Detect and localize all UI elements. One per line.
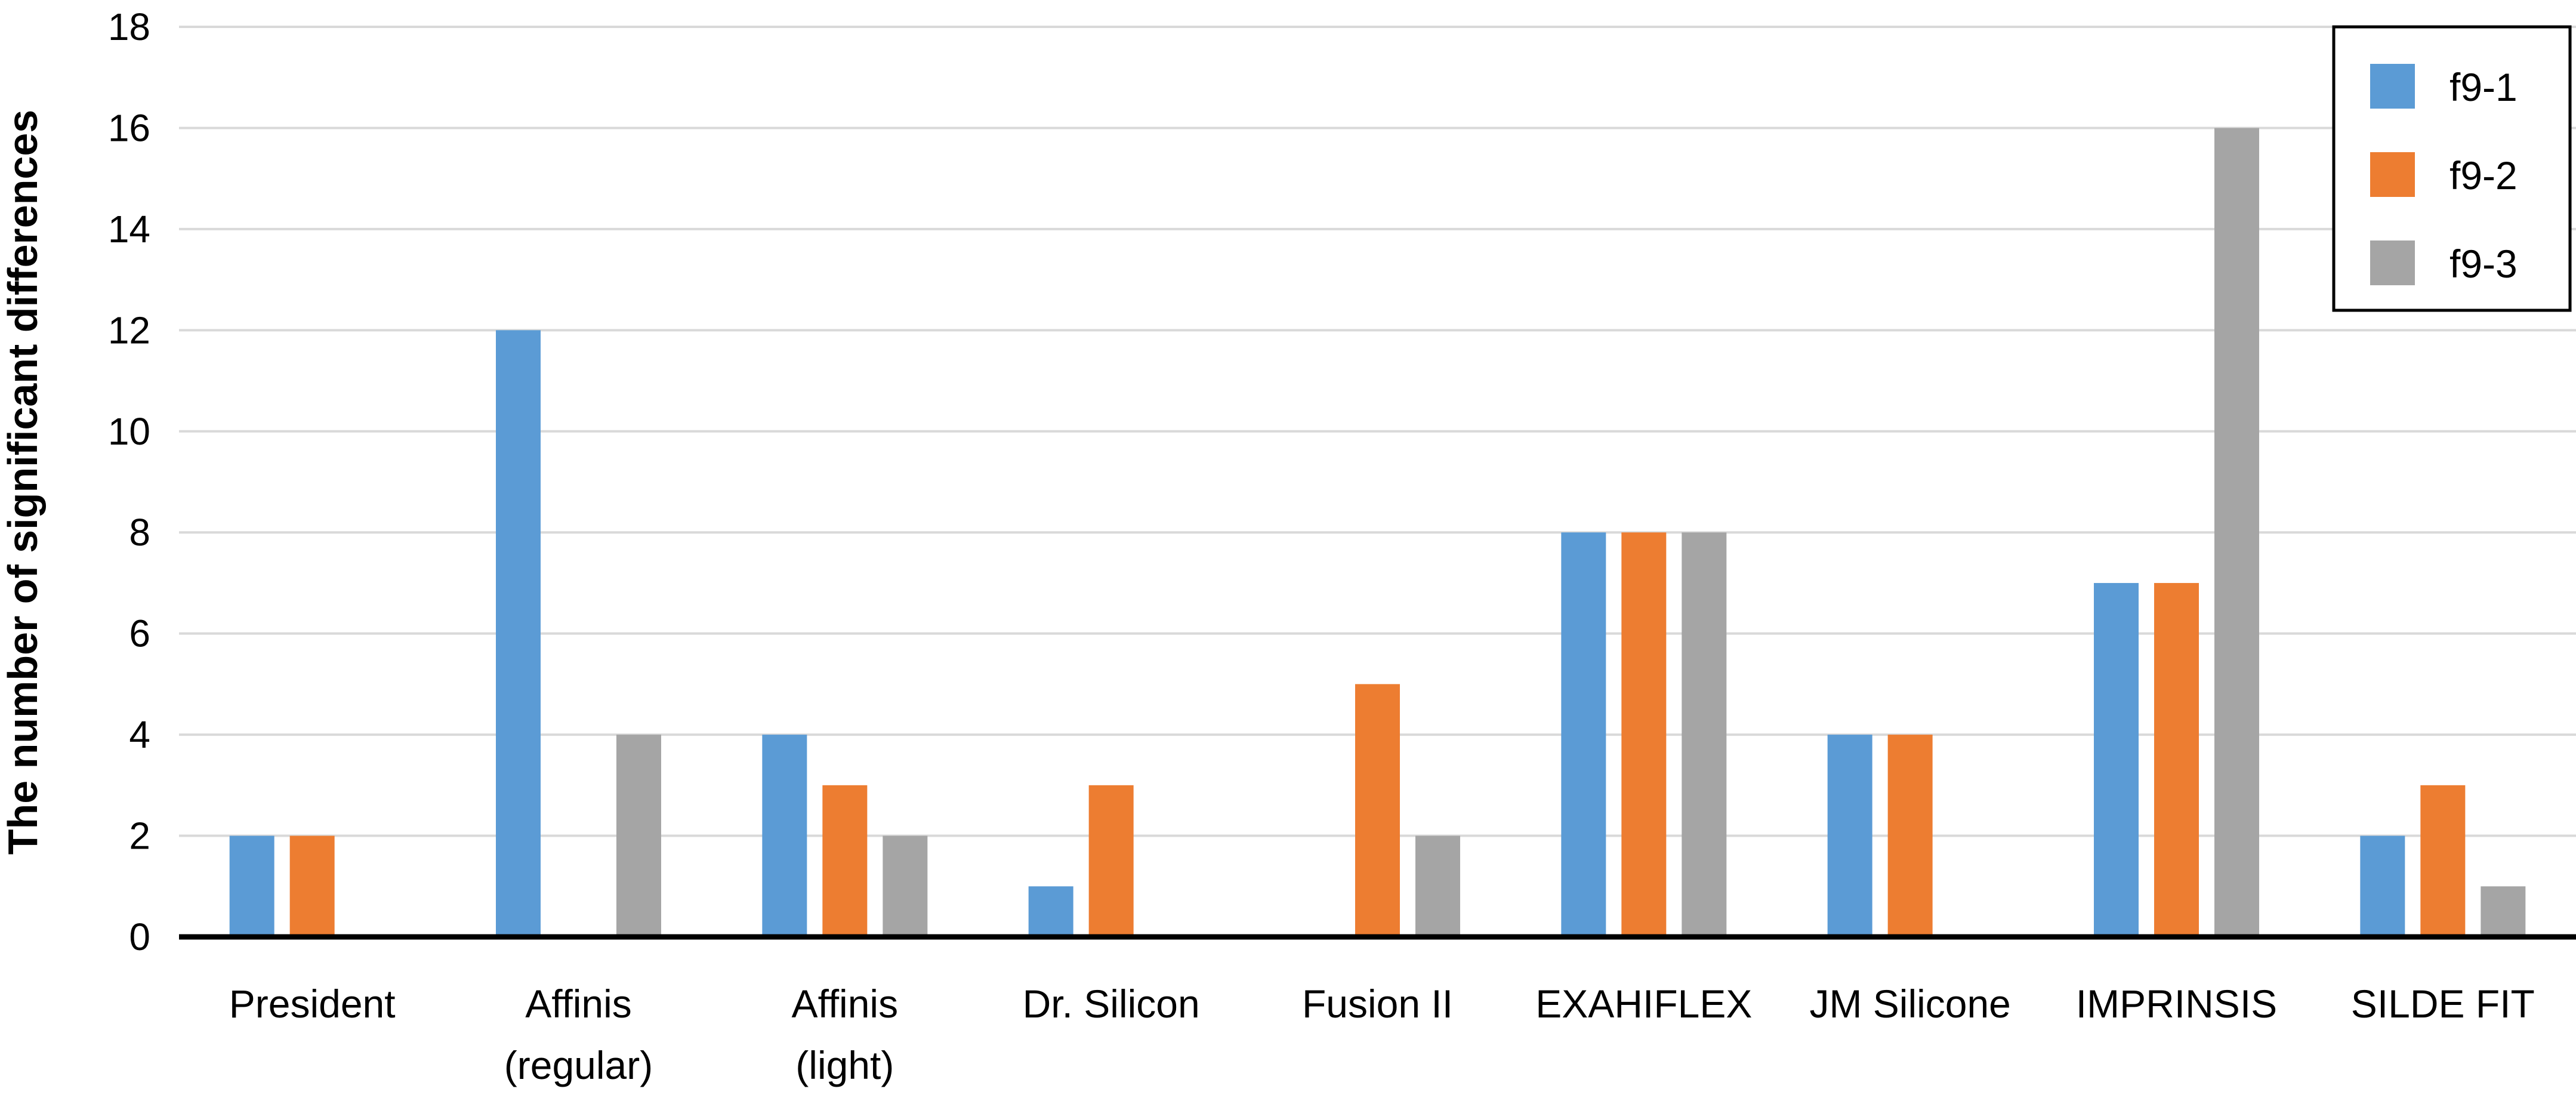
x-category-label: (light) [795, 1043, 894, 1087]
bar-f9-1 [229, 835, 274, 937]
legend: f9-1 f9-2 f9-3 [2332, 25, 2572, 312]
y-tick-label: 8 [129, 511, 150, 554]
x-category-label: (regular) [504, 1043, 653, 1087]
bar-f9-2 [2154, 582, 2199, 937]
bar-f9-2 [1355, 684, 1400, 937]
x-category-label: President [229, 982, 396, 1026]
legend-label-f9-1: f9-1 [2449, 65, 2518, 109]
bar-f9-2 [822, 785, 868, 937]
bar-f9-3 [2481, 886, 2526, 937]
y-tick-label: 12 [108, 309, 150, 351]
y-tick-label: 6 [129, 612, 150, 655]
bar-f9-2 [1621, 532, 1667, 937]
x-category-label: IMPRINSIS [2076, 982, 2277, 1026]
y-tick-labels: 0 2 4 6 8 10 12 14 16 18 [108, 5, 150, 958]
legend-label-f9-3: f9-3 [2449, 242, 2518, 286]
bar-f9-1 [1028, 886, 1073, 937]
bar-f9-2 [1088, 785, 1134, 937]
y-tick-label: 2 [129, 815, 150, 858]
bar-f9-2 [1887, 735, 1933, 937]
bar-f9-1 [496, 330, 541, 937]
legend-items: f9-1 f9-2 f9-3 [2370, 64, 2518, 286]
bar-f9-3 [883, 835, 928, 937]
bar-f9-3 [2214, 128, 2259, 937]
bar-f9-1 [762, 735, 807, 937]
legend-swatch-f9-2 [2370, 152, 2415, 197]
y-tick-label: 0 [129, 915, 150, 958]
x-category-label: JM Silicone [1809, 982, 2010, 1026]
x-category-label: Affinis [792, 982, 899, 1026]
bar-f9-2 [2420, 785, 2466, 937]
bar-f9-3 [616, 735, 661, 937]
legend-swatch-f9-1 [2370, 64, 2415, 109]
bar-f9-3 [1682, 532, 1727, 937]
x-category-label: Affinis [525, 982, 632, 1026]
bar-f9-2 [289, 835, 335, 937]
y-tick-label: 18 [108, 5, 150, 48]
bar-f9-1 [2094, 582, 2139, 937]
y-tick-label: 14 [108, 208, 150, 251]
y-tick-label: 10 [108, 410, 150, 453]
x-category-label: Dr. Silicon [1023, 982, 1200, 1026]
bar-f9-1 [1561, 532, 1606, 937]
y-tick-label: 4 [129, 713, 150, 756]
gridlines [179, 26, 2576, 837]
bar-f9-3 [1415, 835, 1460, 937]
bars [229, 128, 2526, 937]
x-category-label: SILDE FIT [2351, 982, 2535, 1026]
bar-f9-1 [2360, 835, 2405, 937]
x-category-labels: President Affinis (regular) Affinis (light) D… [229, 982, 2535, 1087]
y-tick-label: 16 [108, 106, 150, 149]
bar-f9-1 [1827, 735, 1872, 937]
legend-swatch-f9-3 [2370, 240, 2415, 285]
x-category-label: Fusion II [1302, 982, 1453, 1026]
y-axis-label: The number of significant differences [0, 110, 46, 855]
x-category-label: EXAHIFLEX [1535, 982, 1752, 1026]
legend-label-f9-2: f9-2 [2449, 153, 2518, 198]
